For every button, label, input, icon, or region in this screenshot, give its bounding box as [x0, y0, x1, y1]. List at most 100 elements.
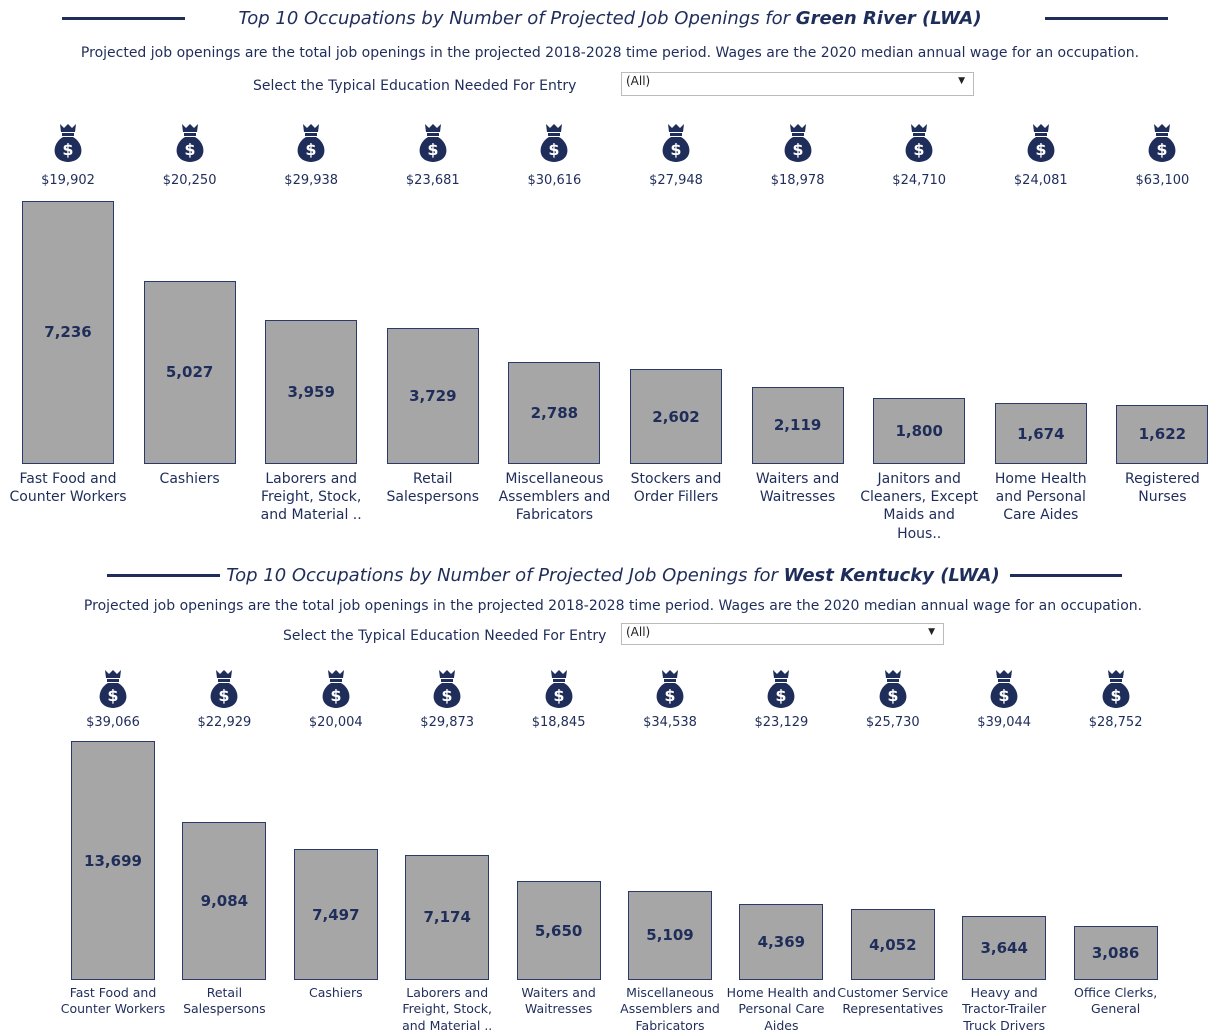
category-label: Stockers and Order Fillers: [630, 471, 722, 506]
svg-text:$: $: [887, 686, 898, 705]
svg-text:$: $: [670, 140, 681, 159]
filter-label: Select the Typical Education Needed For …: [283, 628, 607, 644]
chart-title: Top 10 Occupations by Number of Projecte…: [238, 8, 981, 29]
bar: [628, 890, 712, 980]
value-label: 4,369: [757, 932, 806, 951]
category-label: Office Clerks, General: [1073, 985, 1158, 1017]
value-label: 3,729: [409, 387, 457, 406]
title-region: West Kentucky (LWA): [783, 565, 1000, 586]
bar: [22, 200, 114, 464]
svg-text:$: $: [664, 686, 675, 705]
title-text: Top 10 Occupations by Number of Projecte…: [238, 8, 796, 29]
chart-title: Top 10 Occupations by Number of Projecte…: [226, 565, 999, 586]
wage-label: $19,902: [41, 173, 95, 188]
category-label: Janitors and Cleaners, Except Maids and …: [860, 471, 979, 542]
money-bag-icon: $: [990, 670, 1018, 708]
wage-label: $24,081: [1013, 173, 1068, 188]
bar: [994, 403, 1087, 464]
svg-text:$: $: [999, 686, 1010, 705]
category-label: Waiters and Waitresses: [755, 471, 840, 506]
filter-label: Select the Typical Education Needed For …: [253, 78, 577, 94]
bar: [508, 362, 601, 464]
money-bag-icon: $: [419, 124, 447, 162]
subtitle: Projected job openings are the total job…: [83, 598, 1143, 614]
svg-text:$: $: [553, 686, 564, 705]
money-bag-icon: $: [1027, 124, 1055, 162]
svg-text:$: $: [442, 686, 453, 705]
category-label: Miscellaneous Assemblers and Fabricators: [498, 471, 611, 524]
title-rule: [107, 574, 220, 577]
value-label: 7,236: [44, 323, 92, 342]
svg-text:$: $: [776, 686, 787, 705]
category-label: Cashiers: [159, 471, 220, 487]
money-bag-icon: $: [656, 670, 684, 708]
dropdown-arrow: ▼: [958, 76, 965, 86]
title-rule: [62, 17, 185, 20]
category-label: Customer Service Representatives: [837, 985, 949, 1017]
value-label: 9,084: [200, 891, 249, 910]
category-label: Waiters and Waitresses: [521, 985, 596, 1017]
svg-text:$: $: [1157, 140, 1168, 159]
bar: [71, 741, 155, 980]
wage-label: $63,100: [1135, 173, 1190, 188]
money-bag-icon: $: [297, 124, 325, 162]
category-label: Retail Salespersons: [183, 985, 266, 1017]
value-label: 13,699: [84, 851, 142, 870]
wage-label: $29,938: [284, 173, 339, 188]
bar: [143, 280, 236, 464]
value-label: 5,027: [165, 363, 214, 382]
money-bag-icon: $: [540, 124, 568, 162]
wage-label: $18,845: [531, 715, 586, 730]
wage-label: $39,066: [86, 715, 140, 730]
category-label: Laborers and Freight, Stock, and Materia…: [402, 985, 493, 1032]
bar: [1073, 926, 1158, 980]
category-label: Fast Food and Counter Workers: [60, 985, 166, 1017]
value-label: 3,086: [1091, 944, 1140, 963]
bar: [850, 909, 935, 980]
category-label: Home Health and Personal Care Aides: [726, 985, 837, 1032]
filter-dropdown[interactable]: (All) ▼: [621, 72, 974, 96]
wage-label: $24,710: [892, 173, 947, 188]
money-bag-icon: $: [905, 124, 933, 162]
money-bag-icon: $: [54, 124, 82, 162]
wage-label: $22,929: [197, 715, 252, 730]
svg-text:$: $: [330, 686, 341, 705]
wage-label: $29,873: [420, 715, 475, 730]
bar: [1116, 404, 1209, 464]
svg-text:$: $: [107, 686, 118, 705]
value-label: 3,959: [287, 382, 335, 401]
value-label: 2,788: [530, 404, 579, 423]
money-bag-icon: $: [545, 670, 572, 708]
svg-text:$: $: [792, 140, 803, 159]
title-rule: [1010, 574, 1122, 577]
wage-label: $25,730: [865, 715, 920, 730]
category-label: Retail Salespersons: [386, 471, 480, 506]
value-label: 1,800: [895, 422, 943, 441]
svg-text:$: $: [184, 140, 195, 159]
category-label: Home Health and Personal Care Aides: [994, 471, 1087, 524]
dropdown-arrow: ▼: [928, 627, 935, 637]
bar: [739, 903, 824, 980]
dropdown-value: (All): [626, 625, 651, 639]
value-label: 1,622: [1138, 425, 1187, 444]
money-bag-icon: $: [784, 124, 811, 162]
wage-label: $34,538: [643, 715, 697, 730]
filter-dropdown[interactable]: (All) ▼: [621, 623, 944, 645]
value-label: 4,052: [869, 935, 917, 954]
wage-label: $20,250: [162, 173, 217, 188]
value-label: 5,650: [534, 921, 583, 940]
money-bag-icon: $: [1148, 124, 1176, 162]
bar: [751, 386, 844, 464]
svg-text:$: $: [1035, 140, 1046, 159]
bar: [405, 854, 490, 980]
title-region: Green River (LWA): [795, 8, 982, 29]
value-label: 1,674: [1017, 424, 1065, 443]
value-label: 5,109: [646, 926, 694, 945]
category-label: Miscellaneous Assemblers and Fabricators: [620, 985, 720, 1032]
wage-label: $28,752: [1088, 715, 1143, 730]
svg-text:$: $: [219, 686, 230, 705]
money-bag-icon: $: [662, 124, 690, 162]
bar: [962, 916, 1047, 980]
value-label: 7,174: [423, 908, 471, 927]
